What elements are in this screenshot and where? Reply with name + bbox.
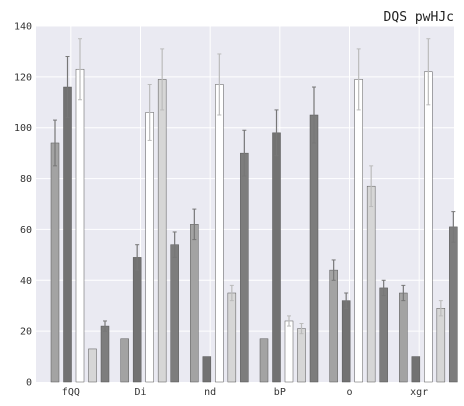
bar <box>259 338 269 383</box>
bar <box>329 269 338 383</box>
bar <box>354 79 363 383</box>
y-tick-labels: 0 20 40 60 80 100 120 140 <box>14 22 32 389</box>
bar <box>120 338 129 383</box>
x-tick-label: xgr <box>410 387 428 398</box>
bar <box>366 185 376 383</box>
bar <box>424 71 433 383</box>
bar <box>202 356 212 383</box>
bar <box>63 86 72 383</box>
error-bars <box>53 38 456 335</box>
bar <box>75 68 85 383</box>
bar <box>272 132 281 383</box>
bar <box>88 348 97 383</box>
bar <box>449 226 458 383</box>
bar <box>145 112 154 383</box>
y-tick-label: 100 <box>14 123 32 134</box>
x-tick-labels: fQQ Di nd bP o xgr <box>62 387 428 398</box>
bar <box>190 224 199 383</box>
bar <box>309 114 319 383</box>
y-tick-label: 60 <box>20 225 32 236</box>
x-tick-label: bP <box>274 387 286 398</box>
bar <box>215 84 224 383</box>
bar <box>170 244 179 383</box>
x-tick-label: Di <box>134 387 146 398</box>
x-tick-label: fQQ <box>62 387 80 398</box>
bar <box>100 325 110 383</box>
bar <box>436 308 446 383</box>
bar <box>132 257 142 383</box>
x-tick-label: nd <box>204 387 216 398</box>
bar <box>297 328 306 383</box>
bar <box>227 292 237 383</box>
chart-title: DQS pwHJc <box>384 10 454 25</box>
bar <box>240 152 249 383</box>
bar <box>50 142 60 383</box>
bar <box>399 292 408 383</box>
bar <box>411 356 421 383</box>
y-tick-label: 120 <box>14 72 32 83</box>
bar <box>157 79 167 383</box>
bar <box>341 300 351 383</box>
bar <box>284 320 294 383</box>
x-tick-label: o <box>346 387 352 398</box>
y-tick-label: 0 <box>26 378 32 389</box>
bars <box>50 68 458 383</box>
y-tick-label: 140 <box>14 22 32 33</box>
y-tick-label: 20 <box>20 327 32 338</box>
y-tick-label: 40 <box>20 276 32 287</box>
y-tick-label: 80 <box>20 174 32 185</box>
bar <box>379 287 388 383</box>
